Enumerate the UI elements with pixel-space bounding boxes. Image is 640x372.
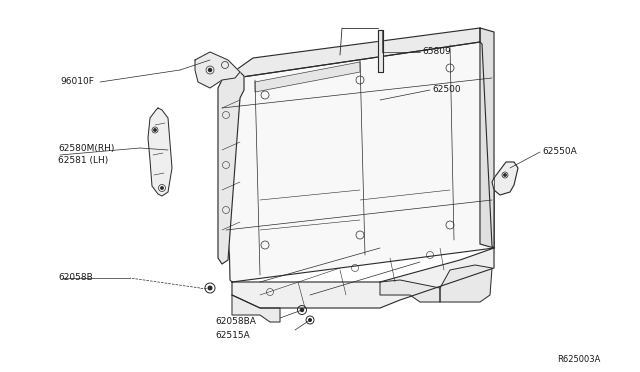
Text: 65809: 65809 — [422, 48, 451, 57]
Polygon shape — [378, 30, 383, 72]
Polygon shape — [380, 280, 440, 302]
Circle shape — [209, 68, 211, 71]
Polygon shape — [148, 108, 172, 196]
Text: 62058BA: 62058BA — [215, 317, 256, 327]
Circle shape — [301, 308, 303, 311]
Text: R625003A: R625003A — [557, 356, 600, 365]
Text: 62550A: 62550A — [542, 148, 577, 157]
Circle shape — [154, 129, 156, 131]
Circle shape — [504, 174, 506, 176]
Polygon shape — [232, 295, 280, 322]
Text: 96010F: 96010F — [60, 77, 94, 87]
Polygon shape — [440, 265, 492, 302]
Polygon shape — [222, 42, 494, 282]
Circle shape — [308, 319, 311, 321]
Polygon shape — [195, 52, 240, 88]
Text: 62500: 62500 — [432, 86, 461, 94]
Text: 62580M(RH): 62580M(RH) — [58, 144, 115, 153]
Circle shape — [208, 286, 212, 290]
Text: 62058B: 62058B — [58, 273, 93, 282]
Text: 62581 (LH): 62581 (LH) — [58, 155, 108, 164]
Polygon shape — [480, 28, 494, 248]
Polygon shape — [222, 28, 480, 80]
Polygon shape — [232, 248, 494, 308]
Circle shape — [161, 187, 163, 189]
Polygon shape — [492, 162, 518, 195]
Polygon shape — [218, 72, 244, 264]
Text: 62515A: 62515A — [215, 331, 250, 340]
Polygon shape — [255, 62, 360, 92]
